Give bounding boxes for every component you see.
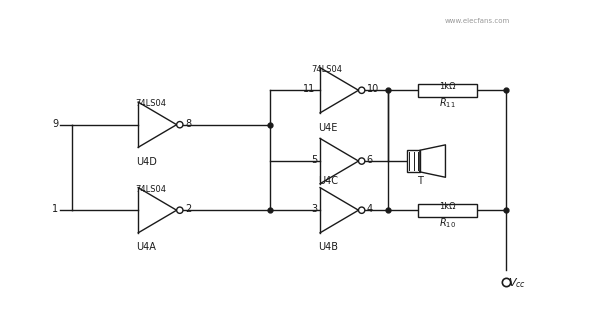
Text: U4C: U4C — [318, 176, 337, 186]
Text: 5: 5 — [311, 155, 317, 165]
Text: 8: 8 — [185, 119, 191, 129]
Text: 1kΩ: 1kΩ — [439, 202, 456, 211]
Text: 4: 4 — [367, 204, 373, 214]
Text: 74LS04: 74LS04 — [136, 99, 167, 108]
Text: U4A: U4A — [136, 242, 156, 252]
Text: 1: 1 — [52, 204, 58, 214]
Polygon shape — [420, 145, 446, 177]
Circle shape — [359, 87, 365, 93]
Text: $R_{11}$: $R_{11}$ — [439, 97, 456, 111]
Text: T: T — [417, 176, 423, 186]
Text: 74LS04: 74LS04 — [312, 65, 343, 74]
Bar — [418, 84, 477, 97]
Text: 3: 3 — [311, 204, 317, 214]
Text: 10: 10 — [367, 84, 379, 94]
Text: 2: 2 — [185, 204, 191, 214]
Text: 74LS04: 74LS04 — [136, 185, 167, 194]
Text: $R_{10}$: $R_{10}$ — [439, 216, 456, 230]
Text: 6: 6 — [367, 155, 373, 165]
Circle shape — [177, 207, 183, 214]
Text: www.elecfans.com: www.elecfans.com — [444, 18, 509, 24]
Text: 9: 9 — [52, 119, 58, 129]
Bar — [418, 204, 477, 216]
Text: 11: 11 — [303, 84, 315, 94]
Text: U4E: U4E — [318, 122, 337, 133]
Text: U4D: U4D — [136, 157, 156, 167]
Circle shape — [177, 121, 183, 128]
Text: U4B: U4B — [318, 242, 337, 252]
Circle shape — [359, 158, 365, 164]
Circle shape — [359, 207, 365, 214]
Bar — [407, 150, 420, 172]
Text: 1kΩ: 1kΩ — [439, 82, 456, 91]
Text: $V_{cc}$: $V_{cc}$ — [508, 276, 527, 290]
